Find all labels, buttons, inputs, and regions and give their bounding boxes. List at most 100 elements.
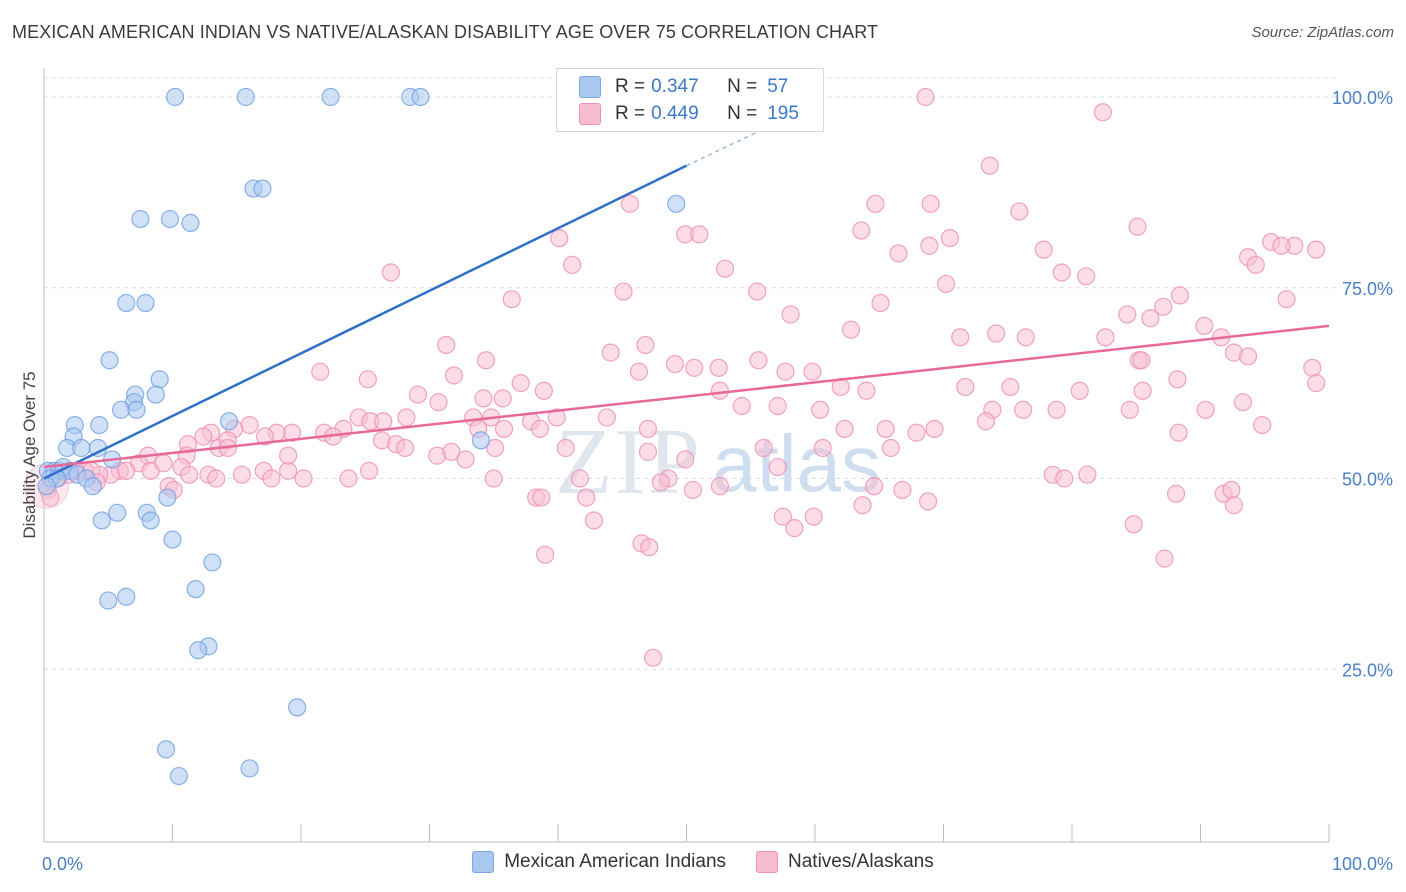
data-point [180, 465, 199, 484]
data-point [411, 87, 430, 107]
data-point [563, 255, 582, 274]
n-label: N = [727, 103, 758, 124]
data-point [803, 362, 822, 381]
data-point [186, 580, 205, 599]
data-point [1246, 255, 1265, 274]
data-point [811, 400, 830, 419]
chart-title: MEXICAN AMERICAN INDIAN VS NATIVE/ALASKA… [12, 22, 879, 42]
data-point [207, 469, 226, 488]
y-tick-label: 75.0% [1342, 279, 1393, 299]
data-point [150, 370, 169, 389]
data-point [1118, 305, 1137, 324]
data-point [117, 293, 136, 313]
data-point [1132, 351, 1151, 370]
data-point [853, 496, 872, 515]
r-label: R = [615, 103, 646, 124]
data-point [381, 263, 401, 282]
data-point [773, 507, 792, 526]
data-point [111, 400, 131, 419]
data-point [956, 377, 975, 397]
data-point [936, 274, 956, 294]
data-point [620, 194, 640, 213]
data-point [1093, 103, 1112, 122]
legend-label: Mexican American Indians [504, 851, 727, 872]
legend-swatch-pink [756, 851, 779, 873]
stats-row-blue: R = 0.347 N = 57 [579, 74, 788, 100]
data-point [456, 450, 475, 469]
data-point [866, 194, 885, 213]
data-point [158, 488, 177, 507]
data-point [534, 381, 553, 400]
data-point [1307, 374, 1326, 393]
data-point [442, 442, 461, 461]
data-point [288, 698, 307, 717]
data-point [1077, 267, 1096, 286]
data-point [294, 469, 313, 488]
data-point [154, 454, 173, 473]
data-point [629, 362, 649, 381]
data-point [577, 488, 596, 507]
data-point [37, 477, 56, 496]
data-point [710, 381, 730, 400]
data-point [852, 221, 871, 240]
data-point [1195, 316, 1214, 335]
data-point [279, 461, 298, 480]
data-point [685, 358, 704, 377]
data-point [776, 362, 795, 381]
data-point [502, 290, 521, 309]
data-point [865, 477, 884, 496]
trend-layer [43, 103, 1330, 480]
n-label: N = [727, 76, 758, 97]
data-point [749, 351, 768, 370]
trend-line-blue [43, 164, 688, 480]
legend-item-natives-alaskans[interactable]: Natives/Alaskans [756, 851, 934, 873]
data-point [987, 324, 1006, 343]
data-point [768, 396, 787, 416]
data-point [640, 538, 659, 557]
data-point [1238, 347, 1258, 366]
data-point [732, 396, 751, 416]
data-point [262, 469, 281, 488]
data-point [321, 87, 340, 107]
stats-swatch-blue [579, 76, 601, 98]
data-point [219, 412, 239, 431]
stats-row-pink: R = 0.449 N = 195 [579, 101, 799, 127]
data-point [1034, 240, 1053, 259]
data-point [471, 431, 490, 450]
data-point [484, 469, 503, 488]
series-mexican-american-indians [37, 87, 686, 786]
stats-legend: R = 0.347 N = 57 R = 0.449 N = 195 [556, 68, 824, 132]
data-point [1141, 309, 1160, 328]
data-point [437, 335, 456, 355]
data-point [1133, 381, 1152, 400]
data-point [754, 438, 773, 458]
data-point [715, 259, 735, 278]
data-point [547, 408, 566, 427]
data-point [136, 293, 155, 313]
data-point [358, 370, 377, 389]
data-point [374, 412, 393, 431]
data-point [709, 358, 728, 377]
data-point [570, 469, 589, 488]
data-point [881, 438, 900, 458]
chart-legend: Mexican American Indians Natives/Alaskan… [0, 851, 1406, 873]
data-point [395, 438, 415, 458]
data-point [253, 179, 272, 198]
data-point [530, 419, 550, 439]
data-point [667, 194, 686, 213]
data-point [636, 335, 655, 355]
data-point [1224, 496, 1244, 515]
data-point [232, 465, 251, 484]
data-point [485, 438, 505, 458]
data-point [1010, 202, 1029, 221]
data-point [127, 400, 146, 419]
data-point [117, 587, 136, 606]
data-point [597, 408, 616, 427]
data-point [889, 244, 908, 263]
legend-item-mexican-american-indians[interactable]: Mexican American Indians [472, 851, 726, 873]
data-point [683, 480, 703, 500]
source-label: Source: ZipAtlas.com [1251, 24, 1394, 41]
data-point [429, 393, 448, 412]
x-tick-label-start: 0.0% [42, 854, 83, 874]
data-point [907, 423, 926, 442]
